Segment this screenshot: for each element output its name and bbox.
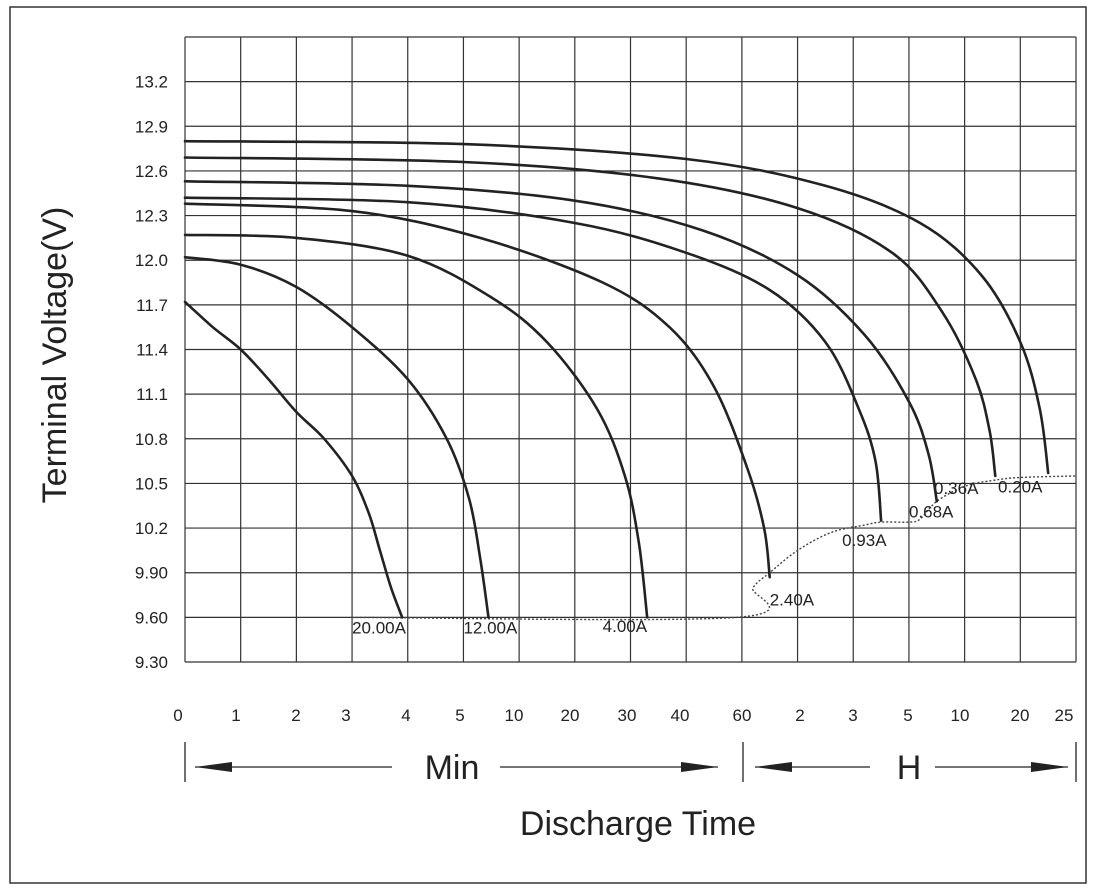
grid xyxy=(184,36,1077,663)
y-tick-label: 10.8 xyxy=(135,430,168,449)
x-tick-label: 5 xyxy=(903,706,912,725)
curve-label: 20.00A xyxy=(352,619,407,638)
x-tick-label: 2 xyxy=(795,706,804,725)
x-tick-label: 5 xyxy=(455,706,464,725)
y-tick-label: 13.2 xyxy=(135,73,168,92)
discharge-curve-12-00a xyxy=(183,255,490,619)
y-tick-label: 12.9 xyxy=(135,117,168,136)
time-range-markers: Min H xyxy=(184,742,1077,787)
curve-label: 12.00A xyxy=(463,619,518,638)
y-tick-label: 11.4 xyxy=(136,341,168,360)
curve-labels: 20.00A 12.00A 4.00A 2.40A 0.93A 0.68A 0.36A 0.2… xyxy=(352,477,1043,637)
x-tick-label: 30 xyxy=(618,706,637,725)
y-tick-label: 12.0 xyxy=(135,251,168,270)
curve-label: 0.20A xyxy=(998,477,1043,496)
x-tick-label: 3 xyxy=(341,706,350,725)
discharge-curve-2-40a xyxy=(183,202,771,579)
y-tick-label: 12.3 xyxy=(135,207,168,226)
y-tick-label: 9.30 xyxy=(135,653,168,672)
x-tick-label: 3 xyxy=(848,706,857,725)
x-axis-title: Discharge Time xyxy=(520,805,756,843)
discharge-curve-20-00a xyxy=(183,300,404,619)
discharge-curve-0-93a xyxy=(183,196,883,522)
minutes-range-label: Min xyxy=(425,749,480,787)
y-axis-title: Terminal Voltage(V) xyxy=(36,207,74,504)
y-tick-label: 10.2 xyxy=(135,519,168,538)
y-tick-labels: 13.2 12.9 12.6 12.3 12.0 11.7 11.4 11.1 10.8 10.5… xyxy=(135,73,168,672)
y-tick-label: 11.1 xyxy=(136,385,168,404)
curve-label: 4.00A xyxy=(603,617,648,636)
x-tick-label: 0 xyxy=(173,706,182,725)
cutoff-voltage-line xyxy=(352,475,1077,621)
x-tick-label: 1 xyxy=(231,706,240,725)
discharge-curve-0-20a xyxy=(183,139,1050,475)
discharge-curve-0-36a xyxy=(183,156,997,478)
discharge-curves xyxy=(183,139,1077,621)
x-tick-labels: 0 1 2 3 4 5 10 20 30 40 60 2 3 5 10 20 25 xyxy=(173,706,1073,725)
curve-label: 2.40A xyxy=(770,590,815,609)
curve-label: 0.36A xyxy=(934,479,979,498)
y-tick-label: 9.60 xyxy=(135,608,168,627)
discharge-curve-0-68a xyxy=(183,180,939,503)
curve-label: 0.93A xyxy=(842,531,887,550)
x-tick-label: 10 xyxy=(951,706,970,725)
x-tick-label: 25 xyxy=(1055,706,1074,725)
discharge-curve-4-00a xyxy=(183,233,649,619)
x-tick-label: 20 xyxy=(561,706,580,725)
outer-frame xyxy=(9,6,1087,884)
x-tick-label: 2 xyxy=(291,706,300,725)
x-tick-label: 10 xyxy=(505,706,524,725)
y-tick-label: 11.7 xyxy=(136,296,168,315)
x-tick-label: 20 xyxy=(1011,706,1030,725)
x-tick-label: 60 xyxy=(733,706,752,725)
y-tick-label: 9.90 xyxy=(135,564,168,583)
y-tick-label: 10.5 xyxy=(135,474,168,493)
curve-label: 0.68A xyxy=(909,503,954,522)
x-tick-label: 4 xyxy=(401,706,410,725)
y-tick-label: 12.6 xyxy=(135,162,168,181)
hours-range-label: H xyxy=(897,749,922,787)
x-tick-label: 40 xyxy=(671,706,690,725)
